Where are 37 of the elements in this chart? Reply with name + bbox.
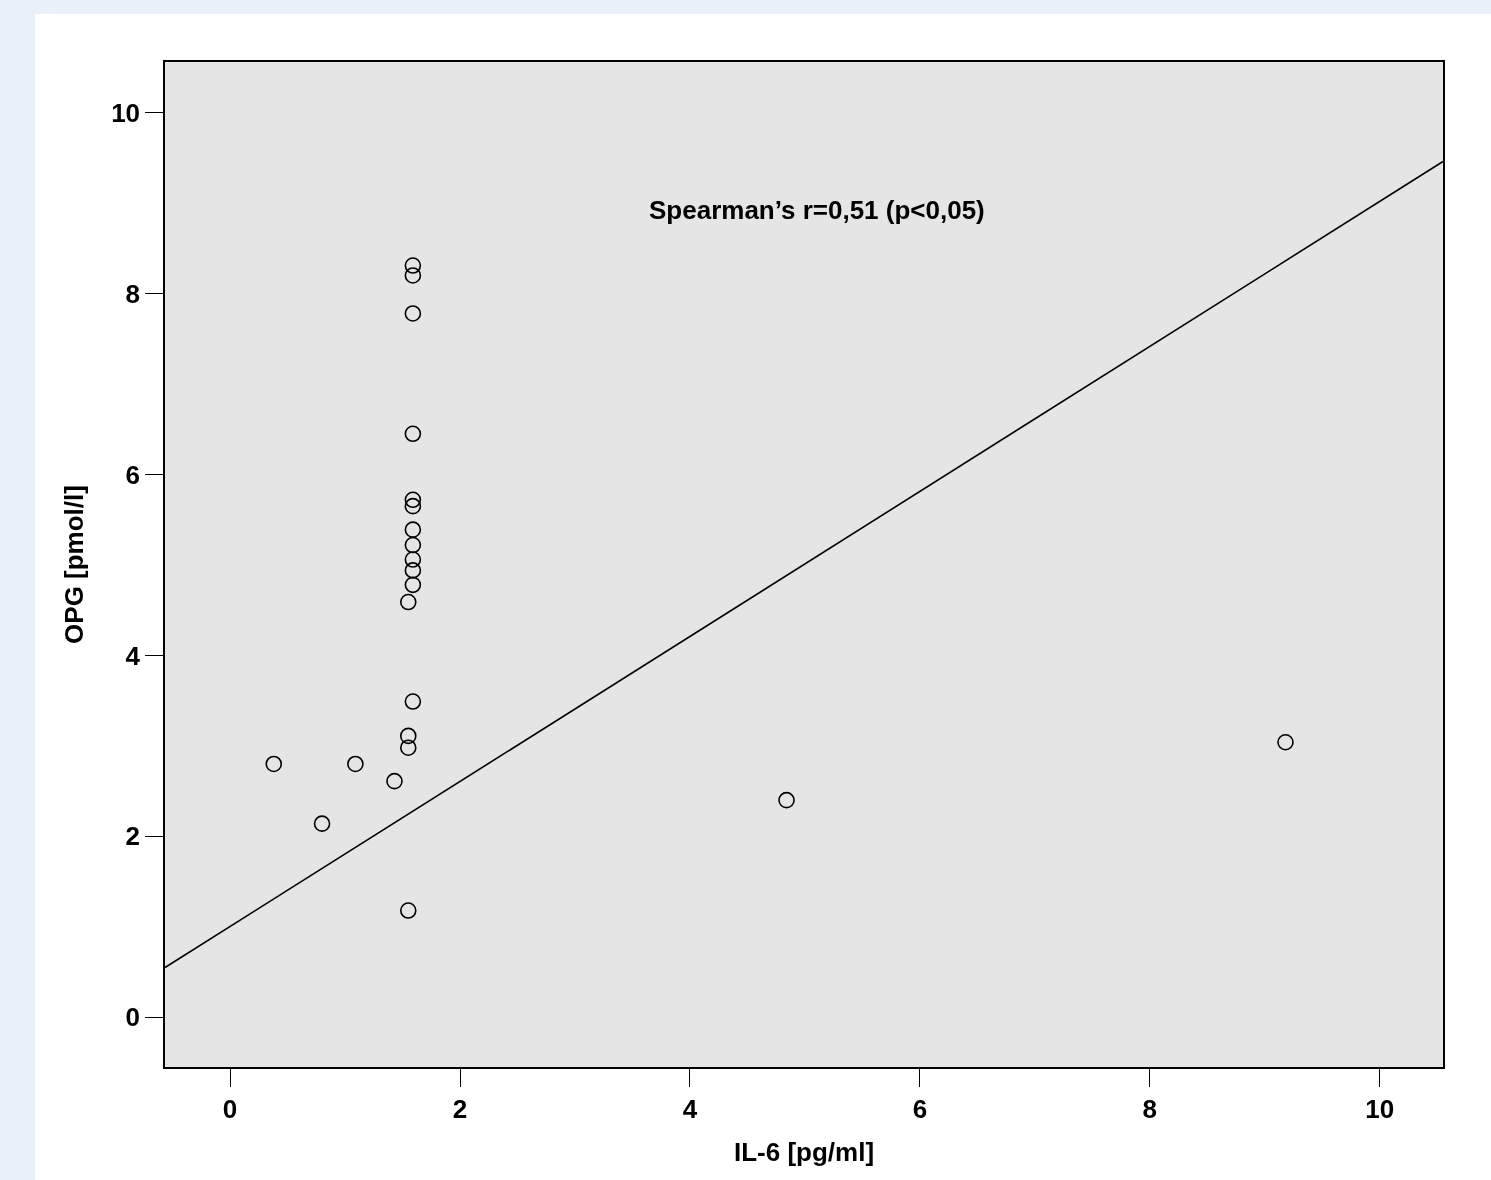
point xyxy=(404,536,422,554)
y-tick-label: 0 xyxy=(125,1002,141,1033)
x-tick-label: 0 xyxy=(222,1093,238,1124)
point xyxy=(1277,733,1294,751)
point xyxy=(404,551,422,568)
y-tick-label: 10 xyxy=(111,97,141,128)
point xyxy=(404,267,422,284)
point xyxy=(313,815,331,832)
point xyxy=(404,257,422,274)
point xyxy=(404,693,422,710)
x-tick-label: 10 xyxy=(1365,1093,1395,1124)
y-tick-label: 8 xyxy=(125,278,141,309)
y-tick-label: 6 xyxy=(125,459,141,490)
point xyxy=(399,593,417,611)
point xyxy=(399,739,417,756)
point xyxy=(386,772,403,790)
point xyxy=(404,497,422,515)
point xyxy=(404,576,422,594)
point xyxy=(404,305,422,322)
x-tick-label: 8 xyxy=(1142,1093,1158,1124)
y-tick-label: 2 xyxy=(125,821,141,852)
point xyxy=(399,902,417,919)
x-axis-title: IL-6 [pg/ml] xyxy=(733,1137,875,1168)
point xyxy=(778,791,795,809)
point xyxy=(404,521,422,538)
x-tick-label: 6 xyxy=(912,1093,928,1124)
point xyxy=(265,755,283,773)
y-axis-title: OPG [pmol/l] xyxy=(59,485,90,644)
annotation: Spearman’s r=0,51 (p<0,05) xyxy=(649,195,985,225)
point xyxy=(404,425,422,443)
point xyxy=(399,727,417,745)
y-tick-label: 4 xyxy=(125,640,141,671)
point xyxy=(347,755,364,773)
x-tick-label: 2 xyxy=(452,1093,468,1124)
point xyxy=(404,491,422,509)
point xyxy=(404,562,422,579)
x-tick-label: 4 xyxy=(682,1093,698,1124)
